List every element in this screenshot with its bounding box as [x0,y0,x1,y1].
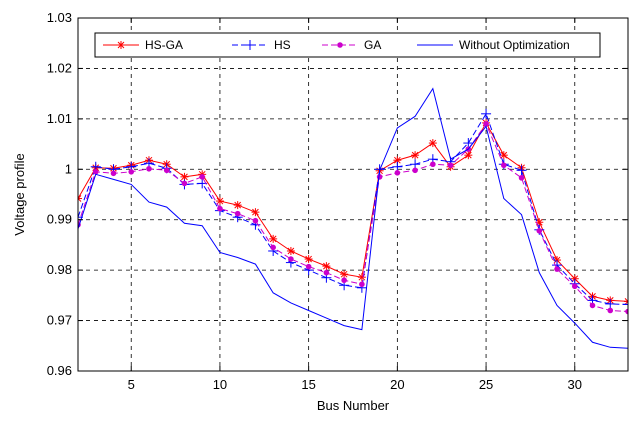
data-point [483,121,489,127]
y-tick-label: 1 [65,161,72,176]
data-point [146,165,152,172]
legend-marker [337,42,343,48]
axis-ticks: 5 10 15 20 25 30 0.96 0.97 0.98 0.99 1 1.01 1.02 1.03 [47,10,628,392]
x-tick-label: 15 [301,377,315,392]
legend: HS-GA HS GA Without Optimization [94,32,601,58]
data-point [286,246,295,255]
data-point [624,297,628,306]
data-point [554,266,560,272]
data-point [376,174,383,180]
data-point [163,167,170,174]
data-point [607,307,614,314]
data-point [447,162,454,169]
data-point [481,108,492,119]
data-point [357,273,366,282]
data-point [215,197,224,206]
data-point [411,151,420,160]
series-line [78,87,628,349]
legend-label: Without Optimization [459,38,570,52]
legend-box [94,32,601,58]
legend-label: GA [364,38,381,52]
x-tick-label: 25 [479,377,493,392]
data-point [394,170,401,176]
data-point [78,194,82,203]
data-point [518,175,525,181]
x-axis-label: Bus Number [317,398,390,413]
y-tick-label: 0.99 [47,212,72,227]
data-point [304,255,313,264]
data-point [252,217,259,224]
data-point [428,139,437,148]
legend-label: HS-GA [145,38,183,52]
series-ga [78,121,628,315]
legend-entry: HS-GA [103,38,183,52]
data-point [199,174,205,180]
legend-label: HS [274,38,291,52]
data-point [464,151,473,160]
x-tick-label: 30 [568,377,582,392]
series-without-optimization [78,87,628,349]
legend-entry: Without Optimization [417,38,570,52]
y-tick-label: 1.01 [47,111,72,126]
data-point [305,263,312,270]
y-tick-label: 1.03 [47,10,72,25]
data-point [516,165,527,176]
data-point [251,208,260,217]
y-axis-label: Voltage profile [12,153,27,235]
data-point [181,180,188,187]
data-point [341,277,347,284]
legend-marker [117,41,125,49]
data-point [128,169,135,175]
series-line [78,121,628,302]
data-point [340,270,349,279]
series-layer [78,87,628,349]
data-point [412,167,418,174]
data-point [288,256,294,262]
data-point [625,308,628,315]
data-point [430,161,436,168]
data-point [605,298,616,309]
series-line [78,122,628,312]
data-point [270,244,276,251]
x-tick-label: 20 [390,377,404,392]
series-line [78,112,628,305]
plot-frame [77,17,629,372]
y-tick-label: 0.96 [47,363,72,378]
data-point [536,228,543,234]
data-point [233,201,242,210]
data-point [110,170,117,177]
data-point [323,269,330,276]
y-tick-label: 0.97 [47,313,72,328]
y-tick-label: 1.02 [47,60,72,75]
data-point [269,234,278,243]
x-tick-label: 10 [213,377,227,392]
data-point [571,283,578,290]
legend-entry: GA [322,38,381,52]
data-point [92,169,99,175]
data-point [322,262,331,271]
data-point [359,281,365,288]
y-tick-label: 0.98 [47,262,72,277]
data-point [589,302,596,309]
data-point [217,205,223,212]
legend-marker [245,40,255,50]
data-point [623,299,628,310]
data-point [234,210,241,217]
data-point [501,162,507,169]
legend-entry: HS [232,38,291,52]
x-tick-label: 5 [128,377,135,392]
